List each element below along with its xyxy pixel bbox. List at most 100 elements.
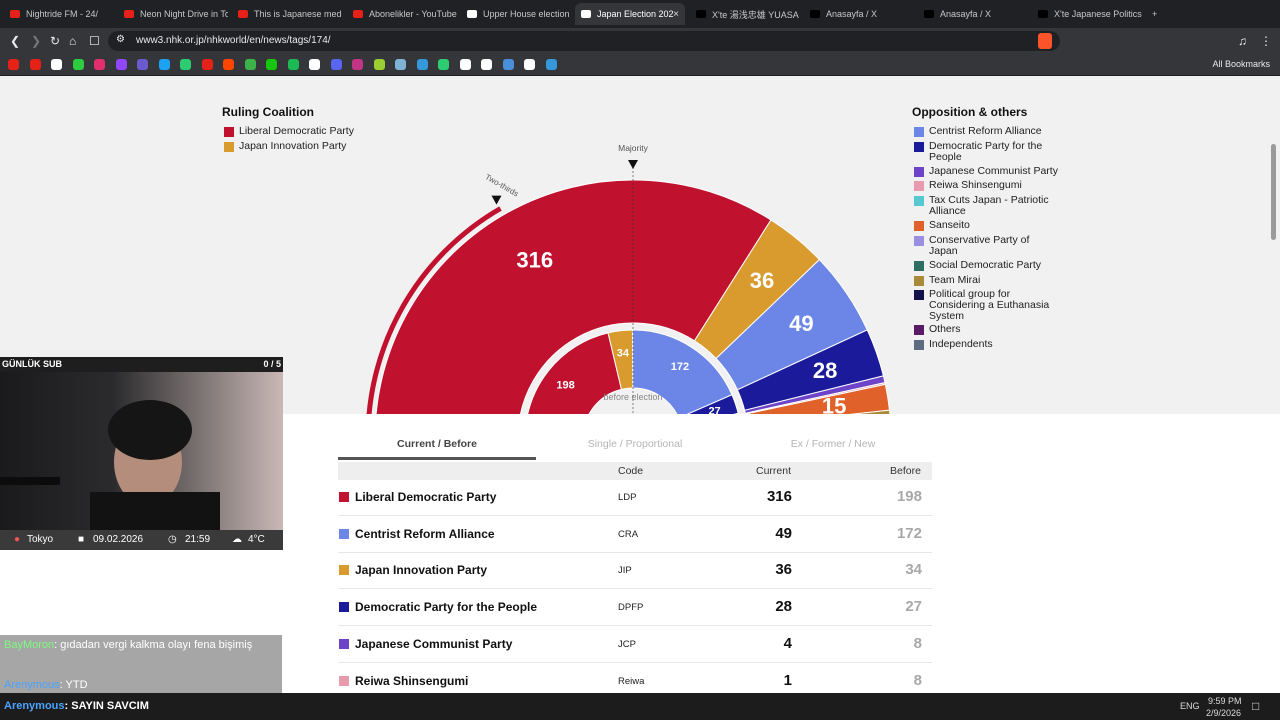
lang-indicator[interactable]: ENG — [1180, 701, 1200, 711]
legend-swatch — [914, 141, 924, 152]
tab-title: Abonelikler - YouTube — [369, 9, 457, 19]
tab-favicon-icon — [1038, 10, 1048, 18]
legend-swatch — [914, 235, 924, 246]
legend-label: Political group for Considering a Euthan… — [929, 288, 1050, 323]
tab-ex-former-new[interactable]: Ex / Former / New — [790, 438, 876, 450]
table-row[interactable]: Democratic Party for the People DPFP 28 27 — [338, 589, 932, 627]
back-icon[interactable]: ❮ — [10, 34, 21, 48]
party-code: LDP — [618, 492, 637, 503]
two-thirds-marker — [491, 195, 502, 205]
bookmark-icon[interactable] — [94, 59, 105, 70]
browser-tab[interactable]: Abonelikler - YouTube — [347, 3, 457, 25]
sub-goal-count: 0 / 5 — [263, 359, 281, 369]
legend-label: Centrist Reform Alliance — [929, 125, 1042, 137]
notification-icon[interactable]: □ — [1252, 699, 1260, 713]
media-icon[interactable]: ♫ — [1238, 34, 1247, 48]
tab-title: Anasayfa / X — [940, 9, 992, 19]
tab-title: Upper House election — [483, 9, 570, 19]
legend-swatch — [914, 127, 924, 137]
bookmark-icon[interactable] — [244, 59, 256, 70]
site-info-icon[interactable]: ⚙ — [116, 34, 125, 45]
bookmark-icon[interactable] — [330, 59, 342, 70]
bookmark-icon[interactable] — [416, 59, 428, 70]
bookmark-icon[interactable] — [524, 59, 535, 70]
clock-time[interactable]: 9:59 PM — [1208, 696, 1242, 706]
reload-icon[interactable]: ↻ — [50, 34, 61, 48]
browser-tab[interactable]: Upper House election — [461, 3, 571, 25]
streamer-silhouette — [0, 400, 220, 532]
browser-tab[interactable]: Neon Night Drive in To — [118, 3, 228, 25]
bookmark-icon[interactable]: ☐ — [89, 34, 100, 48]
party-color-swatch — [339, 528, 349, 539]
legend-label: Sanseito — [929, 219, 970, 232]
bookmark-icon[interactable] — [481, 59, 492, 70]
browser-tab[interactable]: This is Japanese media — [232, 3, 342, 25]
party-name: Japanese Communist Party — [355, 636, 513, 651]
table-row[interactable]: Japan Innovation Party JIP 36 34 — [338, 552, 932, 590]
browser-tab[interactable]: Nightride FM - 24/ — [4, 3, 114, 25]
current-seats: 36 — [775, 561, 792, 579]
browser-tab[interactable]: Anasayfa / X — [804, 3, 914, 25]
party-code: JIP — [618, 565, 632, 577]
bookmark-icon[interactable] — [223, 59, 234, 70]
seat-count-label: 198 — [556, 380, 574, 392]
table-row[interactable]: Reiwa Shinsengumi Reiwa 1 8 — [338, 663, 932, 694]
bookmark-icon[interactable] — [51, 59, 62, 70]
browser-tab[interactable]: X'te Japanese Politics a — [1032, 3, 1142, 25]
seat-arc — [375, 179, 772, 414]
table-row[interactable]: Centrist Reform Alliance CRA 49 172 — [338, 516, 932, 553]
tab-current-before[interactable]: Current / Before — [338, 432, 536, 460]
bookmark-icon[interactable] — [309, 59, 320, 70]
before-seats: 172 — [896, 524, 922, 542]
clock-date[interactable]: 2/9/2026 — [1206, 708, 1242, 718]
bookmark-icon[interactable] — [438, 59, 449, 70]
new-tab-icon[interactable]: + — [1152, 9, 1158, 19]
bookmark-icon[interactable] — [395, 59, 406, 70]
tab-single-proportional[interactable]: Single / Proportional — [587, 438, 683, 450]
majority-marker — [628, 160, 638, 169]
bookmark-icon[interactable] — [287, 59, 299, 70]
sub-goal-header: GÜNLÜK SUB 0 / 5 — [0, 357, 283, 372]
forward-icon[interactable]: ❯ — [31, 34, 42, 48]
bookmark-icon[interactable] — [137, 59, 148, 70]
bookmark-icon[interactable] — [352, 59, 363, 70]
url-text[interactable]: www3.nhk.or.jp/nhkworld/en/news/tags/174… — [136, 35, 331, 46]
legend-swatch — [914, 339, 924, 350]
table-row[interactable]: Liberal Democratic Party LDP 316 198 — [338, 479, 932, 516]
bookmark-icon[interactable] — [8, 59, 19, 70]
bookmark-icon[interactable] — [201, 59, 213, 70]
bookmark-icon[interactable] — [115, 59, 127, 70]
seat-count-label: 34 — [617, 347, 630, 359]
bookmark-icon[interactable] — [459, 59, 471, 70]
col-current: Current — [756, 465, 792, 477]
home-icon[interactable]: ⌂ — [69, 34, 77, 48]
bookmark-icon[interactable] — [266, 59, 277, 70]
browser-tab[interactable]: Japan Election 202 × — [575, 3, 685, 25]
bookmark-icon[interactable] — [502, 59, 514, 70]
seat-count-label: 28 — [813, 358, 837, 383]
legend-label: Independents — [929, 337, 993, 350]
page-scrollbar-thumb[interactable] — [1271, 144, 1276, 240]
browser-tab-strip: Nightride FM - 24/Neon Night Drive in To… — [0, 0, 1280, 28]
legend-item: Tax Cuts Japan - Patriotic Alliance — [914, 195, 1059, 217]
bookmark-icon[interactable] — [373, 59, 385, 70]
seat-arc — [849, 409, 891, 414]
brave-shield-icon[interactable] — [1038, 33, 1052, 49]
seat-count-label: 15 — [822, 394, 846, 414]
bookmark-icon[interactable] — [180, 59, 191, 70]
table-row[interactable]: Japanese Communist Party JCP 4 8 — [338, 626, 932, 663]
bookmark-icon[interactable] — [72, 59, 84, 70]
party-code: Reiwa — [618, 675, 645, 687]
bookmark-icon[interactable] — [29, 59, 41, 70]
address-bar[interactable]: ⚙ www3.nhk.or.jp/nhkworld/en/news/tags/1… — [108, 31, 1060, 51]
seat-arc — [632, 329, 733, 414]
all-bookmarks-link[interactable]: All Bookmarks — [1212, 59, 1270, 69]
tab-favicon-icon — [10, 10, 20, 18]
bookmark-icon[interactable] — [545, 59, 557, 70]
browser-tab[interactable]: Anasayfa / X — [918, 3, 1028, 25]
close-tab-icon[interactable]: × — [673, 8, 679, 20]
browser-tab[interactable]: X'te 湯浅忠雄 YUASA — [690, 3, 800, 25]
bookmark-icon[interactable] — [158, 59, 170, 70]
menu-icon[interactable]: ⋮ — [1260, 34, 1272, 48]
seat-count-label: 11 — [825, 411, 848, 414]
